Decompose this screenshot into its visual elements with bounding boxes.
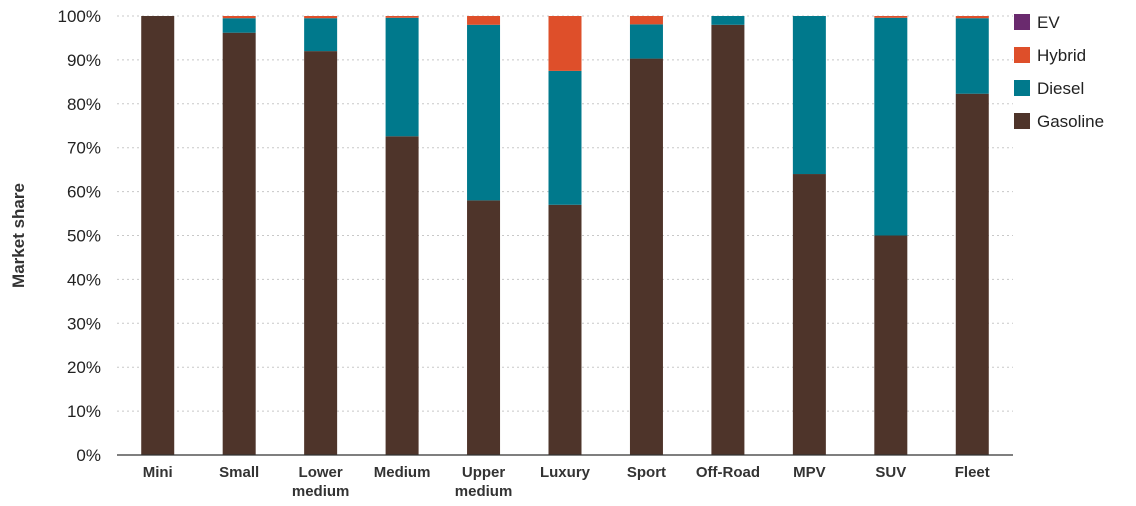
bar-segment-diesel xyxy=(385,17,419,137)
legend-swatch-ev xyxy=(1014,14,1030,30)
legend-label-gasoline: Gasoline xyxy=(1037,112,1104,131)
legend-swatch-hybrid xyxy=(1014,47,1030,63)
bar-segment-diesel xyxy=(711,16,745,25)
x-tick-label: Sport xyxy=(627,464,666,481)
bars xyxy=(141,16,989,456)
legend-label-ev: EV xyxy=(1037,13,1060,32)
x-tick-label: Fleet xyxy=(955,464,990,481)
x-tick-label: Upper xyxy=(462,464,506,481)
bar-segment-gasoline xyxy=(141,16,175,455)
x-tick-label: SUV xyxy=(875,464,906,481)
bar-segment-gasoline xyxy=(711,24,745,456)
bar-segment-gasoline xyxy=(385,136,419,455)
bar-segment-gasoline xyxy=(467,200,501,455)
x-tick-label: medium xyxy=(455,483,513,500)
legend: EV Hybrid Diesel Gasoline xyxy=(1014,13,1104,131)
y-tick-label: 0% xyxy=(76,446,101,465)
x-tick-label: Mini xyxy=(143,464,173,481)
y-tick-label: 30% xyxy=(67,314,101,333)
x-tick-label: medium xyxy=(292,483,350,500)
bar-segment-gasoline xyxy=(304,51,338,456)
bar-segment-hybrid xyxy=(222,16,256,19)
bar-segment-hybrid xyxy=(874,16,908,18)
bar-segment-hybrid xyxy=(304,16,338,19)
bar-segment-diesel xyxy=(629,24,663,59)
bar-segment-diesel xyxy=(222,18,256,33)
bar-segment-gasoline xyxy=(222,32,256,455)
legend-label-diesel: Diesel xyxy=(1037,79,1084,98)
x-tick-label: Lower xyxy=(299,464,343,481)
y-tick-label: 20% xyxy=(67,358,101,377)
bar-segment-hybrid xyxy=(955,16,989,19)
y-tick-label: 10% xyxy=(67,402,101,421)
y-tick-label: 40% xyxy=(67,270,101,289)
x-tick-label: Off-Road xyxy=(696,464,760,481)
bar-segment-gasoline xyxy=(548,204,582,455)
y-tick-label: 50% xyxy=(67,227,101,246)
y-tick-label: 100% xyxy=(58,7,101,26)
x-axis-labels: Mini Small Lower medium Medium Upper medium Lux… xyxy=(143,464,990,500)
legend-swatch-gasoline xyxy=(1014,113,1030,129)
bar-segment-gasoline xyxy=(955,93,989,455)
y-axis-title: Market share xyxy=(9,183,28,288)
x-tick-label: MPV xyxy=(793,464,826,481)
legend-label-hybrid: Hybrid xyxy=(1037,46,1086,65)
y-tick-label: 60% xyxy=(67,183,101,202)
x-tick-label: Small xyxy=(219,464,259,481)
y-tick-label: 80% xyxy=(67,95,101,114)
bar-segment-diesel xyxy=(792,16,826,175)
y-tick-label: 90% xyxy=(67,51,101,70)
bar-segment-hybrid xyxy=(385,16,419,18)
bar-segment-diesel xyxy=(548,70,582,205)
bar-segment-gasoline xyxy=(874,235,908,455)
bar-segment-diesel xyxy=(955,18,989,94)
bar-segment-hybrid xyxy=(548,16,582,71)
legend-swatch-diesel xyxy=(1014,80,1030,96)
bar-segment-hybrid xyxy=(467,16,501,25)
bar-segment-hybrid xyxy=(629,16,663,25)
bar-segment-diesel xyxy=(304,18,338,52)
y-tick-label: 70% xyxy=(67,139,101,158)
bar-segment-gasoline xyxy=(792,174,826,456)
y-axis-ticks: 0% 10% 20% 30% 40% 50% 60% 70% 80% 90% 100% xyxy=(58,7,101,465)
x-tick-label: Luxury xyxy=(540,464,591,481)
bar-segment-diesel xyxy=(467,24,501,201)
bar-segment-diesel xyxy=(874,17,908,236)
x-tick-label: Medium xyxy=(374,464,431,481)
gridlines xyxy=(117,15,1013,412)
bar-segment-gasoline xyxy=(629,58,663,455)
